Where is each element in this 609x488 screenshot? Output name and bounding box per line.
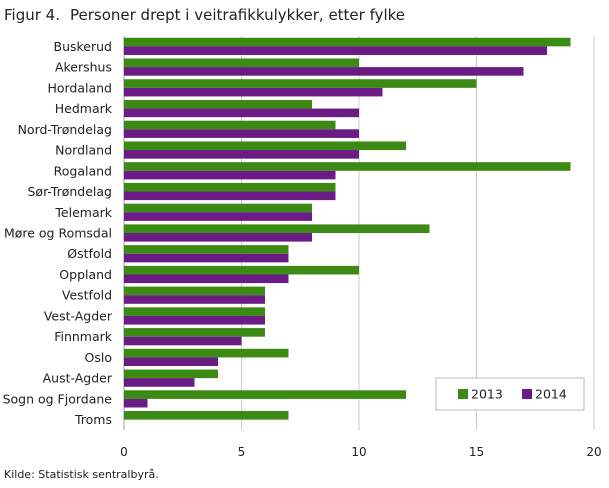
bar-2013 — [124, 162, 571, 171]
bar-2014 — [124, 398, 148, 408]
x-tick-label: 10 — [351, 445, 366, 459]
bar-2014 — [124, 233, 312, 242]
bar-2014 — [124, 295, 265, 304]
figure-title-text: Personer drept i veitrafikkulykker, ette… — [69, 6, 406, 24]
bar-2013 — [124, 245, 289, 254]
category-labels: Buskerud Akershus Hordaland Hedmark Nord-Trø… — [3, 39, 113, 427]
bar-2014 — [124, 150, 359, 159]
x-tick-label: 20 — [586, 445, 601, 459]
bar-2014 — [124, 378, 195, 387]
bar-2014 — [124, 67, 524, 76]
category-label: Oppland — [59, 267, 112, 282]
category-label: Nordland — [55, 143, 112, 158]
category-label: Sogn og Fjordane — [3, 391, 113, 406]
bar-2014 — [124, 87, 383, 97]
category-label: Troms — [74, 412, 112, 427]
bar-2014 — [124, 191, 336, 201]
bar-2014 — [124, 253, 289, 263]
x-tick-labels: 0 5 10 15 20 — [120, 445, 601, 459]
bars — [124, 37, 571, 420]
category-label: Oslo — [85, 350, 112, 365]
category-label: Nord-Trøndelag — [18, 122, 112, 137]
bar-2014 — [124, 108, 359, 118]
x-tick-label: 0 — [120, 445, 128, 459]
legend-label: 2014 — [535, 387, 567, 402]
bar-2014 — [124, 274, 289, 284]
bar-2014 — [124, 315, 265, 325]
bar-2013 — [124, 79, 477, 88]
bar-2013 — [124, 224, 430, 233]
bar-2013 — [124, 328, 265, 337]
category-label: Finnmark — [54, 329, 113, 344]
bar-2013 — [124, 58, 359, 68]
bar-2013 — [124, 265, 359, 275]
bar-2014 — [124, 212, 312, 221]
legend-swatch — [522, 389, 532, 399]
bar-2014 — [124, 357, 218, 367]
category-label: Rogaland — [54, 163, 112, 178]
category-label: Hedmark — [55, 101, 113, 116]
bar-2014 — [124, 170, 336, 180]
bar-2013 — [124, 390, 406, 399]
bar-2013 — [124, 369, 218, 379]
bar-2013 — [124, 348, 289, 358]
x-tick-label: 15 — [469, 445, 484, 459]
category-label: Telemark — [54, 205, 112, 220]
bar-2013 — [124, 411, 289, 420]
bar-2013 — [124, 37, 571, 47]
bar-2013 — [124, 120, 336, 130]
bar-2013 — [124, 99, 312, 109]
bar-2013 — [124, 203, 312, 213]
category-label: Vestfold — [62, 288, 112, 303]
legend-swatch — [458, 389, 468, 399]
category-label: Østfold — [67, 246, 112, 261]
category-label: Buskerud — [54, 39, 113, 54]
x-tick-label: 5 — [238, 445, 246, 459]
bar-2013 — [124, 182, 336, 192]
legend: 2013 2014 — [435, 377, 585, 411]
figure-label: Figur 4. — [4, 6, 60, 24]
category-label: Akershus — [55, 60, 112, 75]
bar-2013 — [124, 307, 265, 316]
source-note: Kilde: Statistisk sentralbyrå. — [4, 468, 159, 481]
category-label: Møre og Romsdal — [4, 226, 112, 241]
bar-2013 — [124, 286, 265, 296]
bar-2014 — [124, 336, 242, 346]
bar-2014 — [124, 46, 547, 55]
category-label: Aust-Agder — [43, 371, 113, 386]
bar-2014 — [124, 129, 359, 138]
category-label: Hordaland — [47, 80, 112, 95]
category-label: Sør-Trøndelag — [28, 184, 113, 199]
category-label: Vest-Agder — [44, 308, 113, 323]
legend-label: 2013 — [471, 387, 503, 402]
bar-2013 — [124, 141, 406, 151]
figure-title: Figur 4. Personer drept i veitrafikkulykk… — [4, 6, 405, 24]
